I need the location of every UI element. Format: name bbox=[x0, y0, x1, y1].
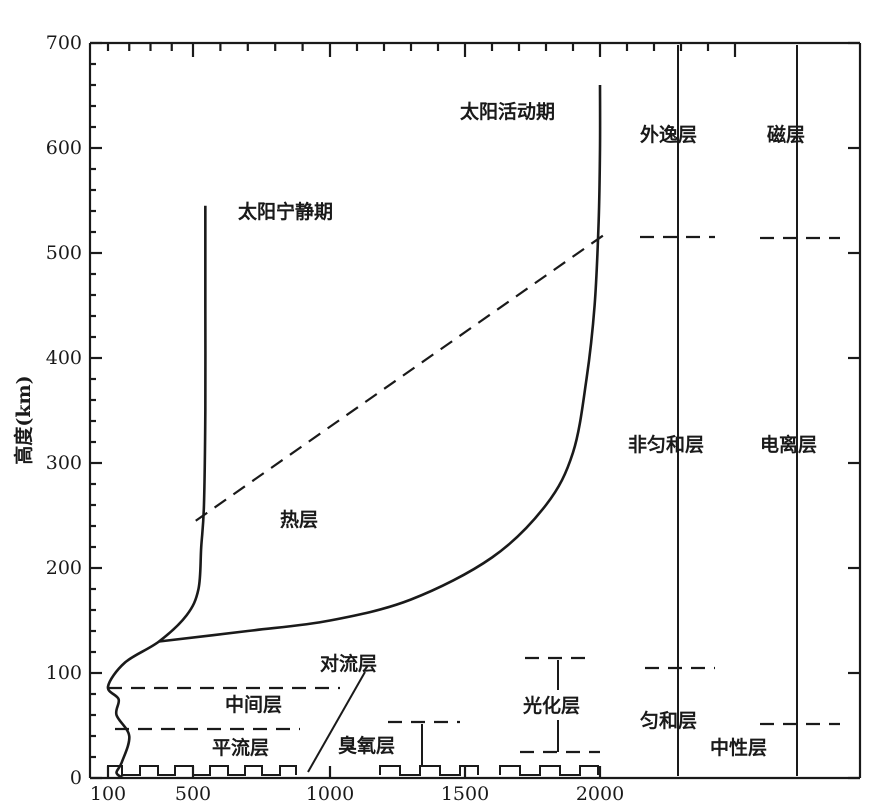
x-tick-label: 1000 bbox=[306, 783, 354, 804]
y-tick-label: 400 bbox=[46, 347, 82, 369]
ground-hatching-left bbox=[107, 765, 297, 776]
ground-hatching-right bbox=[499, 765, 599, 776]
label-stratosphere: 平流层 bbox=[212, 736, 269, 759]
x-tick-label: 2000 bbox=[576, 783, 624, 804]
x-tick-label: 500 bbox=[175, 783, 211, 804]
troposphere-leader-line bbox=[307, 671, 366, 773]
x-tick-label: 100 bbox=[90, 783, 126, 804]
y-tick-label: 100 bbox=[46, 662, 82, 684]
ground-hatching-mid bbox=[379, 765, 479, 776]
x-tick-label: 1500 bbox=[441, 783, 489, 804]
x-ticks: 100 500 1000 1500 2000 bbox=[90, 766, 624, 804]
top-ticks bbox=[106, 43, 737, 57]
label-magnetosphere: 磁层 bbox=[767, 123, 805, 146]
plot-frame bbox=[88, 41, 862, 780]
y-ticks: 0 100 200 300 400 500 600 700 bbox=[46, 32, 860, 789]
label-heterosphere: 非匀和层 bbox=[628, 433, 704, 456]
label-homosphere: 匀和层 bbox=[640, 709, 697, 732]
label-neutrosphere: 中性层 bbox=[710, 736, 767, 759]
decorations bbox=[107, 45, 840, 776]
label-solar-active: 太阳活动期 bbox=[460, 100, 555, 123]
y-tick-label: 600 bbox=[46, 137, 82, 159]
label-mesosphere: 中间层 bbox=[225, 693, 282, 716]
series-line-2 bbox=[158, 84, 602, 643]
region-labels: 太阳活动期 太阳宁静期 热层 对流层 中间层 平流层 臭氧层 光化层 外逸层 磁… bbox=[212, 100, 817, 759]
label-photochemical: 光化层 bbox=[522, 694, 580, 717]
series-line-1 bbox=[106, 205, 207, 780]
y-tick-label: 700 bbox=[46, 32, 82, 54]
label-exosphere: 外逸层 bbox=[640, 123, 697, 146]
y-axis-title: 高度(km) bbox=[12, 375, 35, 464]
label-solar-quiet: 太阳宁静期 bbox=[238, 200, 333, 223]
y-tick-label: 0 bbox=[70, 767, 82, 789]
label-thermosphere: 热层 bbox=[280, 508, 318, 531]
y-tick-label: 500 bbox=[46, 242, 82, 264]
label-ozone: 臭氧层 bbox=[338, 734, 395, 757]
chart-lines bbox=[106, 84, 609, 780]
label-troposphere: 对流层 bbox=[320, 652, 377, 675]
label-ionosphere: 电离层 bbox=[760, 433, 817, 456]
y-tick-label: 300 bbox=[46, 452, 82, 474]
y-tick-label: 200 bbox=[46, 557, 82, 579]
solar-boundary-line bbox=[195, 231, 609, 522]
